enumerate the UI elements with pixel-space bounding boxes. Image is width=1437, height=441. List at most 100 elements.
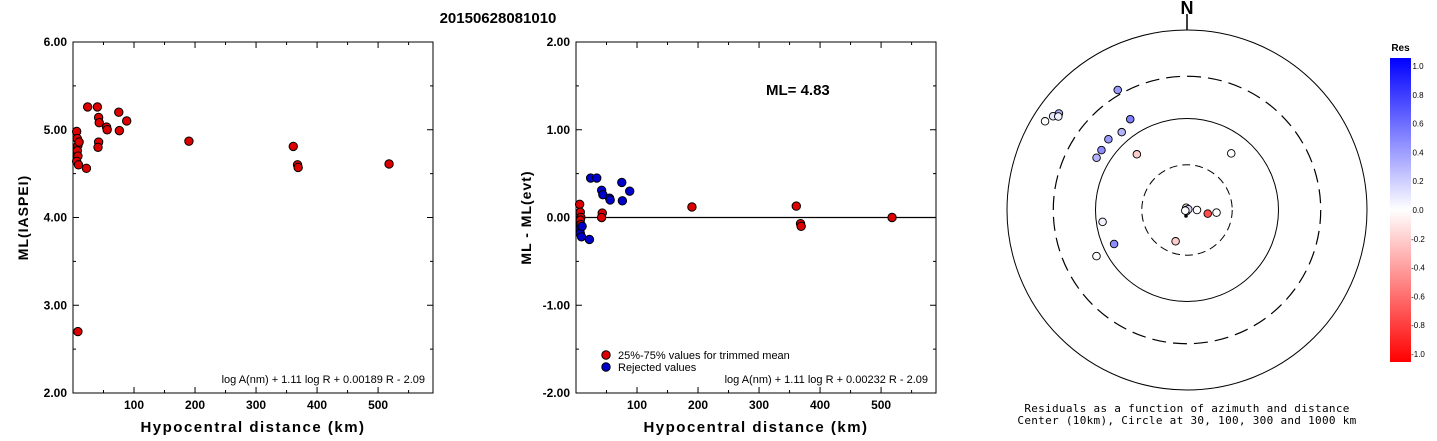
data-point — [288, 141, 298, 152]
station-residual-point — [1171, 237, 1180, 246]
colorbar-tick-label: -0.8 — [1411, 321, 1425, 330]
legend-label: Rejected values — [618, 362, 697, 374]
data-point — [114, 125, 125, 136]
station-residual-point — [1098, 217, 1107, 227]
legend-marker — [601, 362, 611, 372]
y-tick-label: 0.00 — [547, 211, 571, 225]
station-residual-point — [1092, 251, 1101, 261]
data-point — [617, 177, 627, 188]
x-axis-label: Hypocentral distance (km) — [643, 419, 868, 436]
x-axis-label: Hypocentral distance (km) — [140, 419, 365, 436]
y-axis-label: ML(IASPEI) — [15, 175, 31, 260]
colorbar — [1390, 58, 1411, 362]
station-residual-point — [1181, 206, 1190, 215]
y-tick-label: 3.00 — [44, 298, 68, 312]
formula-label: log A(nm) + 1.11 log R + 0.00189 R - 2.0… — [222, 374, 425, 386]
epicenter-marker — [1184, 214, 1188, 218]
y-tick-label: 1.00 — [547, 123, 571, 137]
data-point — [617, 196, 628, 206]
x-tick-label: 100 — [124, 398, 144, 412]
colorbar-tick-label: -0.2 — [1411, 235, 1425, 244]
formula-label: log A(nm) + 1.11 log R + 0.00232 R - 2.0… — [725, 374, 928, 386]
ring-30km — [1141, 164, 1233, 256]
data-point — [596, 212, 607, 223]
y-axis-label: ML - ML(evt) — [518, 170, 534, 264]
station-residual-point — [1040, 117, 1050, 126]
legend-marker — [601, 350, 611, 360]
map-caption-line-2: Center (10km), Circle at 30, 100, 300 an… — [1017, 414, 1356, 427]
data-point — [184, 136, 194, 146]
data-point — [584, 234, 595, 245]
y-tick-label: 2.00 — [44, 386, 68, 400]
x-tick-label: 200 — [185, 398, 205, 412]
colorbar-tick-label: 0.8 — [1412, 91, 1424, 100]
data-point — [102, 125, 112, 135]
data-point — [605, 195, 615, 205]
y-tick-label: 4.00 — [44, 211, 68, 225]
x-tick-label: 300 — [749, 398, 769, 412]
x-tick-label: 400 — [307, 398, 327, 412]
data-point — [796, 221, 806, 231]
ring-100km — [1095, 118, 1279, 302]
data-point — [624, 186, 635, 196]
plot-frame — [72, 41, 434, 394]
ml-residual-chart: -2.00 -1.00 0.00 1.00 2.00 100 200 300 400 500Hyp… — [518, 35, 937, 436]
station-residual-point — [1113, 85, 1122, 95]
colorbar-title: Res — [1391, 43, 1410, 54]
station-residual-point — [1097, 145, 1106, 155]
data-point — [887, 212, 897, 223]
station-residual-point — [1203, 209, 1212, 218]
data-point — [93, 142, 103, 153]
colorbar-tick-label: 0.2 — [1412, 177, 1424, 186]
station-residual-point — [1054, 112, 1063, 121]
y-tick-label: -1.00 — [543, 298, 571, 312]
colorbar-tick-label: 0.0 — [1412, 206, 1424, 215]
data-point — [73, 326, 83, 337]
data-point — [94, 118, 104, 128]
data-point — [592, 173, 602, 183]
station-residual-point — [1212, 208, 1221, 217]
data-point — [791, 201, 801, 211]
station-residual-point — [1226, 149, 1236, 158]
x-tick-label: 100 — [627, 398, 647, 412]
colorbar-tick-label: 1.0 — [1412, 62, 1424, 71]
station-residual-point — [1117, 127, 1126, 137]
data-point — [293, 162, 303, 173]
x-tick-label: 200 — [688, 398, 708, 412]
y-tick-label: 5.00 — [44, 123, 68, 137]
y-tick-label: 6.00 — [44, 35, 68, 49]
y-tick-label: 2.00 — [547, 35, 571, 49]
x-tick-label: 500 — [871, 398, 891, 412]
azimuth-residual-map: N Residuals as a function of azimuth and … — [1006, 0, 1425, 427]
north-label: N — [1181, 0, 1194, 18]
colorbar-tick-label: -0.4 — [1411, 264, 1425, 273]
map-caption-line-1: Residuals as a function of azimuth and d… — [1024, 402, 1349, 415]
station-residual-point — [1192, 205, 1202, 215]
data-point — [577, 221, 587, 231]
data-point — [82, 102, 93, 112]
data-point — [114, 107, 124, 117]
legend-label: 25%-75% values for trimmed mean — [618, 350, 790, 362]
station-residual-point — [1104, 134, 1113, 144]
ring-300km — [1052, 75, 1322, 345]
data-point — [92, 102, 103, 112]
colorbar-tick-label: 0.4 — [1412, 148, 1424, 157]
data-point — [73, 160, 84, 170]
x-tick-label: 400 — [810, 398, 830, 412]
ml-value-annotation: ML= 4.83 — [766, 82, 830, 99]
data-point — [384, 159, 394, 169]
station-residual-point — [1092, 153, 1101, 163]
station-residual-point — [1132, 150, 1142, 159]
colorbar-tick-label: 0.6 — [1412, 120, 1424, 129]
ml-vs-distance-chart: 2.00 3.00 4.00 5.00 6.00 100 200 300 400 500Hypoc… — [15, 35, 434, 436]
station-residual-point — [1109, 239, 1119, 249]
data-point — [576, 232, 587, 242]
data-point — [74, 137, 84, 147]
data-point — [121, 116, 132, 126]
colorbar-tick-label: -0.6 — [1411, 292, 1425, 301]
data-point — [574, 199, 585, 210]
figure-title: 20150628081010 — [440, 10, 557, 27]
station-residual-point — [1126, 114, 1135, 124]
x-tick-label: 300 — [246, 398, 266, 412]
